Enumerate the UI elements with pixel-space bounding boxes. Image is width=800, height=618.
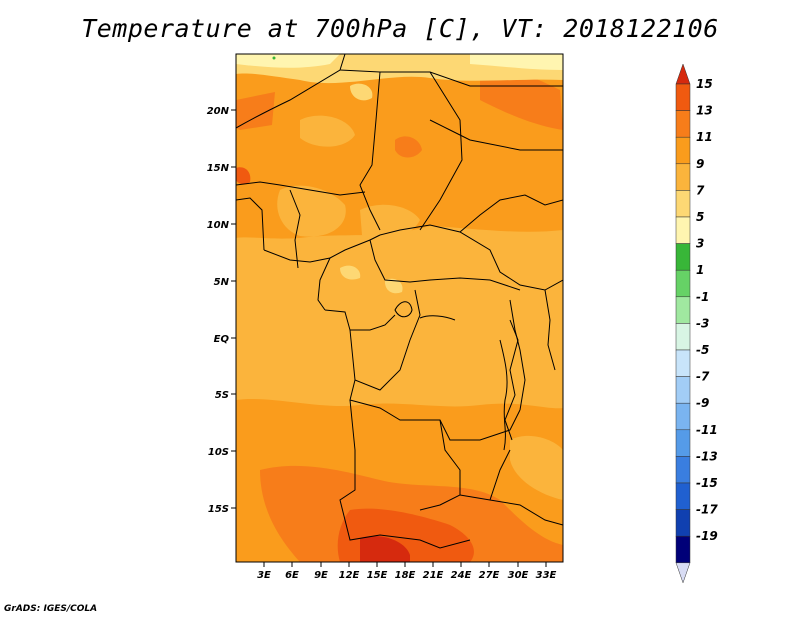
lon-tick-label: 30E [508, 570, 529, 581]
country-borders [236, 54, 563, 549]
colorbar-swatch [675, 376, 691, 404]
temperature-field [236, 54, 563, 562]
colorbar-label: -1 [696, 290, 709, 304]
lat-tick-label: 15N [207, 163, 230, 174]
colorbar-swatch [675, 190, 691, 218]
colorbar-label: -15 [696, 476, 718, 490]
longitude-axis: 3E 6E 9E 12E 15E 18E 21E 24E 27E 30E 33E [257, 562, 557, 581]
colorbar-swatch [675, 243, 691, 271]
colorbar-swatch [675, 163, 691, 191]
lat-tick-label: 5S [215, 390, 229, 401]
colorbar-swatch [675, 402, 691, 431]
colorbar-swatch [675, 136, 691, 165]
colorbar-swatch [675, 269, 691, 298]
colorbar-swatch [675, 296, 691, 324]
colorbar-label: 7 [696, 183, 705, 197]
colorbar-label: 9 [696, 157, 704, 171]
lon-tick-label: 12E [339, 570, 360, 581]
lon-tick-label: 27E [479, 570, 500, 581]
colorbar-swatch [675, 323, 691, 351]
colorbar-label: 15 [696, 77, 713, 91]
lat-tick-label: 10N [207, 220, 230, 231]
colorbar-label: -9 [696, 396, 709, 410]
colorbar-label: 3 [696, 237, 704, 251]
colorbar-label: -3 [696, 316, 709, 330]
colorbar-label: 5 [696, 210, 704, 224]
colorbar-label: -13 [696, 449, 718, 463]
colorbar-label: -19 [696, 529, 718, 543]
colorbar-bottom-arrow [675, 562, 691, 584]
colorbar-swatch [675, 349, 691, 377]
colorbar-swatch [675, 509, 691, 537]
colorbar-label: 13 [696, 104, 713, 118]
colorbar-swatch [675, 429, 691, 457]
map-frame [235, 53, 564, 563]
lon-tick-label: 15E [367, 570, 388, 581]
colorbar-swatch [675, 456, 691, 484]
lon-tick-label: 24E [451, 570, 472, 581]
colorbar: 15 13 11 9 7 5 3 1 -1 -3 -5 -7 -9 -11 -13 -15 -17 -19 [675, 63, 718, 584]
colorbar-label: -7 [696, 370, 710, 384]
colorbar-swatch [675, 535, 691, 564]
lon-tick-label: 21E [423, 570, 444, 581]
colorbar-top-arrow [675, 63, 691, 85]
colorbar-swatch [675, 482, 691, 510]
lon-tick-label: 18E [395, 570, 416, 581]
colorbar-label: -11 [696, 423, 718, 437]
credit-text: GrADS: IGES/COLA [4, 604, 98, 614]
colorbar-swatch [675, 216, 691, 244]
lon-tick-label: 9E [314, 570, 328, 581]
colorbar-swatch [675, 83, 691, 111]
colorbar-label: 1 [696, 263, 704, 277]
latitude-axis: 20N 15N 10N 5N EQ 5S 10S 15S [207, 106, 236, 515]
lat-tick-label: 15S [208, 504, 229, 515]
colorbar-label: -5 [696, 343, 709, 357]
lat-tick-label: 10S [208, 447, 229, 458]
colorbar-label: -17 [696, 503, 718, 517]
lon-tick-label: 33E [536, 570, 557, 581]
lat-tick-label: 20N [207, 106, 230, 117]
map-title: Temperature at 700hPa [C], VT: 201812210… [81, 14, 719, 43]
colorbar-label: 11 [696, 130, 713, 144]
lon-tick-label: 6E [285, 570, 299, 581]
lat-tick-label: EQ [214, 334, 230, 345]
colorbar-swatch [675, 110, 691, 138]
lat-tick-label: 5N [214, 277, 230, 288]
lon-tick-label: 3E [257, 570, 271, 581]
